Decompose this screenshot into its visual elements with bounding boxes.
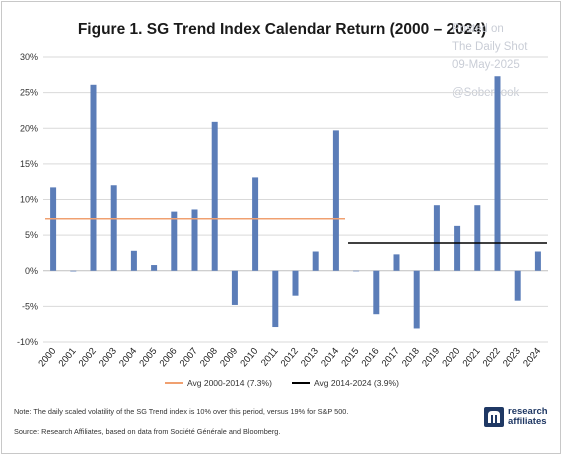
y-tick-label: 20%: [20, 123, 38, 133]
x-tick-label: 2021: [461, 346, 483, 369]
bar-2004: [130, 250, 137, 271]
bar-2022: [494, 76, 501, 271]
bar-2018: [413, 270, 420, 329]
y-tick-label: 15%: [20, 159, 38, 169]
logo-text: research affiliates: [508, 407, 548, 427]
x-tick-label: 2001: [57, 346, 79, 369]
y-tick-label: -10%: [17, 337, 38, 347]
x-tick-label: 2012: [279, 346, 301, 369]
bar-2020: [454, 225, 461, 271]
legend-swatch-avg-2000-2014: [165, 382, 183, 384]
chart-legend: Avg 2000-2014 (7.3%) Avg 2014-2024 (3.9%…: [0, 378, 564, 392]
chart-source: Source: Research Affiliates, based on da…: [14, 427, 281, 436]
chart-note: Note: The daily scaled volatility of the…: [14, 407, 349, 416]
y-tick-label: 10%: [20, 195, 38, 205]
x-tick-label: 2018: [400, 346, 422, 369]
x-tick-label: 2019: [420, 346, 442, 369]
bar-2007: [191, 209, 198, 271]
x-tick-label: 2017: [380, 346, 402, 369]
x-tick-label: 2011: [259, 346, 281, 369]
bar-2016: [373, 270, 380, 315]
bar-2023: [514, 270, 521, 301]
legend-item-avg-2014-2024: Avg 2014-2024 (3.9%): [292, 378, 399, 388]
bar-2001: [70, 270, 77, 272]
bar-2005: [151, 265, 158, 271]
x-tick-label: 2006: [158, 346, 180, 369]
bar-2010: [252, 177, 259, 271]
x-tick-label: 2009: [218, 346, 240, 369]
bar-2003: [110, 185, 117, 271]
bar-2002: [90, 84, 97, 271]
watermark-posted-on: Posted on: [452, 23, 504, 35]
x-tick-label: 2024: [521, 346, 543, 369]
x-tick-label: 2008: [198, 346, 220, 369]
y-tick-label: 0%: [25, 266, 38, 276]
x-tick-label: 2013: [299, 346, 321, 369]
x-tick-label: 2020: [440, 346, 462, 369]
bar-2015: [353, 270, 360, 272]
x-tick-label: 2015: [339, 346, 361, 369]
bar-2021: [474, 205, 481, 271]
y-tick-label: 30%: [20, 52, 38, 62]
bar-2006: [171, 211, 178, 271]
bar-2008: [211, 121, 218, 271]
legend-label-avg-2000-2014: Avg 2000-2014 (7.3%): [187, 378, 272, 388]
logo-text-line1: research: [508, 406, 548, 417]
bar-2019: [433, 205, 440, 271]
bar-2017: [393, 254, 400, 271]
x-tick-label: 2002: [77, 346, 99, 369]
bar-2012: [292, 270, 299, 296]
x-tick-label: 2005: [137, 346, 159, 369]
y-tick-label: 25%: [20, 88, 38, 98]
bar-2000: [50, 187, 57, 271]
x-tick-label: 2003: [97, 346, 119, 369]
logo-mark-icon: [484, 407, 504, 427]
watermark-source: The Daily Shot: [452, 41, 528, 53]
x-tick-label: 2010: [238, 346, 260, 369]
legend-swatch-avg-2014-2024: [292, 382, 310, 384]
watermark-date: 09-May-2025: [452, 59, 520, 71]
x-tick-label: 2022: [481, 346, 503, 369]
x-tick-label: 2023: [501, 346, 523, 369]
x-tick-label: 2004: [117, 346, 139, 369]
bar-2013: [312, 251, 319, 271]
x-tick-label: 2014: [319, 346, 341, 369]
x-tick-label: 2000: [36, 346, 58, 369]
research-affiliates-logo: research affiliates: [484, 407, 548, 427]
x-tick-label: 2016: [360, 346, 382, 369]
bar-2009: [231, 270, 238, 305]
logo-text-line2: affiliates: [508, 416, 547, 427]
x-tick-label: 2007: [178, 346, 200, 369]
legend-label-avg-2014-2024: Avg 2014-2024 (3.9%): [314, 378, 399, 388]
bar-2024: [534, 251, 541, 271]
y-tick-label: -5%: [22, 301, 38, 311]
y-tick-label: 5%: [25, 230, 38, 240]
bar-2011: [272, 270, 279, 328]
legend-item-avg-2000-2014: Avg 2000-2014 (7.3%): [165, 378, 272, 388]
bar-2014: [332, 130, 339, 271]
chart-title: Figure 1. SG Trend Index Calendar Return…: [77, 21, 487, 38]
